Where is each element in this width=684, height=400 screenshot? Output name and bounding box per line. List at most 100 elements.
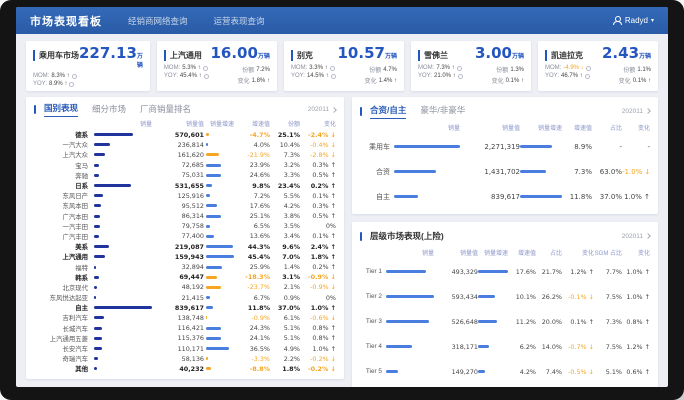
kpi-unit: 万辆 bbox=[511, 54, 524, 60]
table-header: 销量 销量值 销量增速 增速值 占比 变化 bbox=[360, 120, 650, 134]
mom-value: 7.3% ↑ bbox=[436, 65, 455, 71]
table-row[interactable]: 韩系 69,447 -18.3% 3.1% -0.9% ↓ bbox=[34, 272, 336, 282]
sales-value: 570,601 bbox=[174, 130, 204, 139]
table-row[interactable]: 一汽大众 236,814 4.0% 10.4% -0.4% ↓ bbox=[34, 140, 336, 150]
growth-bar bbox=[520, 194, 562, 199]
change-value: 0.2% ↑ bbox=[310, 181, 336, 190]
table-row[interactable]: 上汽大众 161,620 -21.9% 7.3% -2.8% ↓ bbox=[34, 150, 336, 160]
table-row[interactable]: 长城汽车 116,421 24.3% 5.1% 0.8% ↑ bbox=[34, 323, 336, 333]
country-performance-panel: 国别表现 细分市场 厂商销量排名 202011 销量 销量值 销量增速 增速值 … bbox=[26, 97, 344, 379]
growth-value: 11.8% bbox=[569, 192, 592, 201]
table-row[interactable]: 其他 40,232 -8.8% 1.8% -0.2% ↓ bbox=[34, 364, 336, 374]
kpi-value: 16.00 bbox=[210, 44, 258, 62]
sales-value: 21,415 bbox=[181, 293, 204, 302]
sales-bar bbox=[386, 269, 434, 274]
tab-market-segments[interactable]: 细分市场 bbox=[92, 103, 127, 114]
table-row[interactable]: 宝马 72,685 23.9% 3.2% 0.3% ↑ bbox=[34, 160, 336, 170]
table-row[interactable]: 乘用车 2,271,319 8.9% - - bbox=[360, 134, 650, 159]
table-row[interactable]: 东风日产 125,916 7.2% 5.5% 0.1% ↑ bbox=[34, 191, 336, 201]
growth-bar bbox=[206, 336, 234, 340]
change-label: 变化 bbox=[364, 79, 377, 85]
table-row[interactable]: Tier 4 318,171 6.2% 14.0% -0.7% ↓ 7.5% 1.2% ↑ bbox=[360, 334, 650, 359]
date-selector[interactable]: 202011 bbox=[308, 106, 337, 113]
info-icon[interactable] bbox=[71, 73, 77, 79]
app-title: 市场表现看板 bbox=[30, 15, 102, 28]
growth-bar bbox=[478, 319, 508, 324]
table-row[interactable]: Tier 3 526,648 11.2% 20.0% 0.1% ↑ 7.3% 0.8% ↑ bbox=[360, 309, 650, 334]
date-selector[interactable]: 202011 bbox=[621, 107, 651, 115]
table-row[interactable]: 美系 219,087 44.3% 9.6% 2.4% ↑ bbox=[34, 242, 336, 252]
row-label: 东风本田 bbox=[62, 203, 88, 211]
info-icon[interactable] bbox=[456, 65, 462, 71]
growth-bar bbox=[206, 296, 234, 300]
sales-bar bbox=[386, 319, 434, 324]
info-icon[interactable] bbox=[584, 73, 590, 79]
info-icon[interactable] bbox=[330, 73, 336, 79]
table-row[interactable]: 自主 839,617 11.8% 37.0% 1.0% ↑ bbox=[34, 303, 336, 313]
growth-value: 8.9% bbox=[574, 142, 592, 151]
tab-luxury-nonluxury[interactable]: 豪华/非豪华 bbox=[420, 105, 466, 115]
nav-item-operation-performance[interactable]: 运营表现查询 bbox=[213, 15, 265, 26]
nav-item-dealer-network[interactable]: 经销商网络查询 bbox=[128, 15, 188, 26]
info-icon[interactable] bbox=[457, 73, 463, 79]
growth-bar bbox=[206, 275, 234, 279]
table-row[interactable]: 奔驰 75,031 24.6% 3.3% 0.5% ↑ bbox=[34, 170, 336, 180]
col-sales: 销量 bbox=[139, 122, 152, 128]
table-row[interactable]: 上汽通用五菱 115,376 24.1% 5.1% 0.8% ↑ bbox=[34, 333, 336, 343]
tab-oem-sales-ranking[interactable]: 厂商销量排名 bbox=[140, 103, 192, 114]
user-menu[interactable]: Radyd ▾ bbox=[612, 16, 654, 25]
table-row[interactable]: 上汽通用 159,943 45.4% 7.0% 1.8% ↑ bbox=[34, 252, 336, 262]
sales-bar bbox=[394, 194, 460, 199]
date-value: 202011 bbox=[621, 107, 643, 115]
table-row[interactable]: 奇瑞汽车 58,136 -3.3% 2.2% -0.2% ↓ bbox=[34, 354, 336, 364]
table-row[interactable]: 东风悦达起亚 21,415 6.7% 0.9% 0% bbox=[34, 293, 336, 303]
info-icon[interactable] bbox=[69, 81, 75, 87]
country-performance-table: 销量 销量值 销量增速 增速值 份额 变化 德系 570,601 -4.7% 25.1… bbox=[34, 118, 336, 375]
date-selector[interactable]: 202011 bbox=[622, 233, 651, 240]
table-row[interactable]: 德系 570,601 -4.7% 25.1% -2.4% ↓ bbox=[34, 130, 336, 140]
share-label: 份额 bbox=[242, 68, 255, 74]
mom-label: MOM: bbox=[417, 65, 435, 71]
table-row[interactable]: 广汽本田 86,314 25.1% 3.8% 0.5% ↑ bbox=[34, 211, 336, 221]
row-label: 奔驰 bbox=[75, 172, 88, 180]
table-row[interactable]: Tier 2 593,434 10.1% 26.2% -0.1% ↓ 7.5% 1.0% ↑ bbox=[360, 284, 650, 309]
growth-value: 36.5% bbox=[249, 344, 270, 353]
table-row[interactable]: 北京现代 48,192 -23.7% 2.1% -0.9% ↓ bbox=[34, 282, 336, 292]
table-row[interactable]: Tier 5 149,270 4.2% 7.4% -0.5% ↓ 5.1% 0.6% ↑ bbox=[360, 359, 650, 384]
sales-value: 839,617 bbox=[174, 303, 204, 312]
kpi-title: 乘用车市场 bbox=[33, 50, 79, 61]
row-label: 上汽通用五菱 bbox=[49, 335, 88, 343]
mom-value: 8.3% ↑ bbox=[51, 73, 70, 79]
sales-value: 125,916 bbox=[177, 191, 204, 200]
table-row[interactable]: 东风本田 95,512 17.6% 4.2% 0.3% ↑ bbox=[34, 201, 336, 211]
row-label: 德系 bbox=[75, 132, 88, 140]
info-icon[interactable] bbox=[585, 65, 591, 71]
sales-value: 75,031 bbox=[181, 171, 204, 180]
table-row[interactable]: 广汽丰田 77,400 13.6% 3.4% 0.1% ↑ bbox=[34, 231, 336, 241]
change-value: 0.1% ↑ bbox=[312, 191, 336, 200]
table-row[interactable]: 一汽丰田 79,758 6.5% 3.5% 0% bbox=[34, 221, 336, 231]
table-row[interactable]: 合资 1,431,702 7.3% 63.0% -1.0% ↓ bbox=[360, 159, 650, 184]
info-icon[interactable] bbox=[203, 73, 209, 79]
change-value: 0.2% ↑ bbox=[312, 263, 336, 272]
table-row[interactable]: 日系 531,655 9.8% 23.4% 0.2% ↑ bbox=[34, 180, 336, 191]
info-icon[interactable] bbox=[329, 65, 335, 71]
table-row[interactable]: 吉利汽车 138,748 -0.9% 6.1% -0.6% ↓ bbox=[34, 313, 336, 323]
row-label: 奇瑞汽车 bbox=[62, 356, 88, 364]
kpi-unit: 万辆 bbox=[136, 54, 143, 69]
table-row[interactable]: Tier 1 493,329 17.6% 21.7% 1.2% ↑ 7.7% 1.0% ↑ bbox=[360, 259, 650, 284]
tab-country-performance[interactable]: 国别表现 bbox=[44, 102, 79, 118]
table-row[interactable]: 长安汽车 110,171 36.5% 4.9% 1.0% ↑ bbox=[34, 343, 336, 354]
yoy-value: 46.7% ↑ bbox=[561, 73, 583, 79]
change-value: 1.8% ↑ bbox=[310, 252, 336, 261]
info-icon[interactable] bbox=[202, 65, 208, 71]
col-sales: 销量 bbox=[447, 125, 460, 132]
table-row[interactable]: 福特 32,894 25.9% 1.4% 0.2% ↑ bbox=[34, 262, 336, 272]
table-row[interactable]: 自主 839,617 11.8% 37.0% 1.0% ↑ bbox=[360, 184, 650, 209]
change-value: -0.6% ↓ bbox=[310, 313, 336, 322]
growth-value: 25.9% bbox=[249, 263, 270, 272]
tab-jv-domestic[interactable]: 合资/自主 bbox=[370, 104, 407, 119]
col-growth: 销量增速 bbox=[537, 125, 562, 132]
row-label: 日系 bbox=[75, 183, 88, 191]
sales-value: 116,421 bbox=[177, 324, 204, 333]
